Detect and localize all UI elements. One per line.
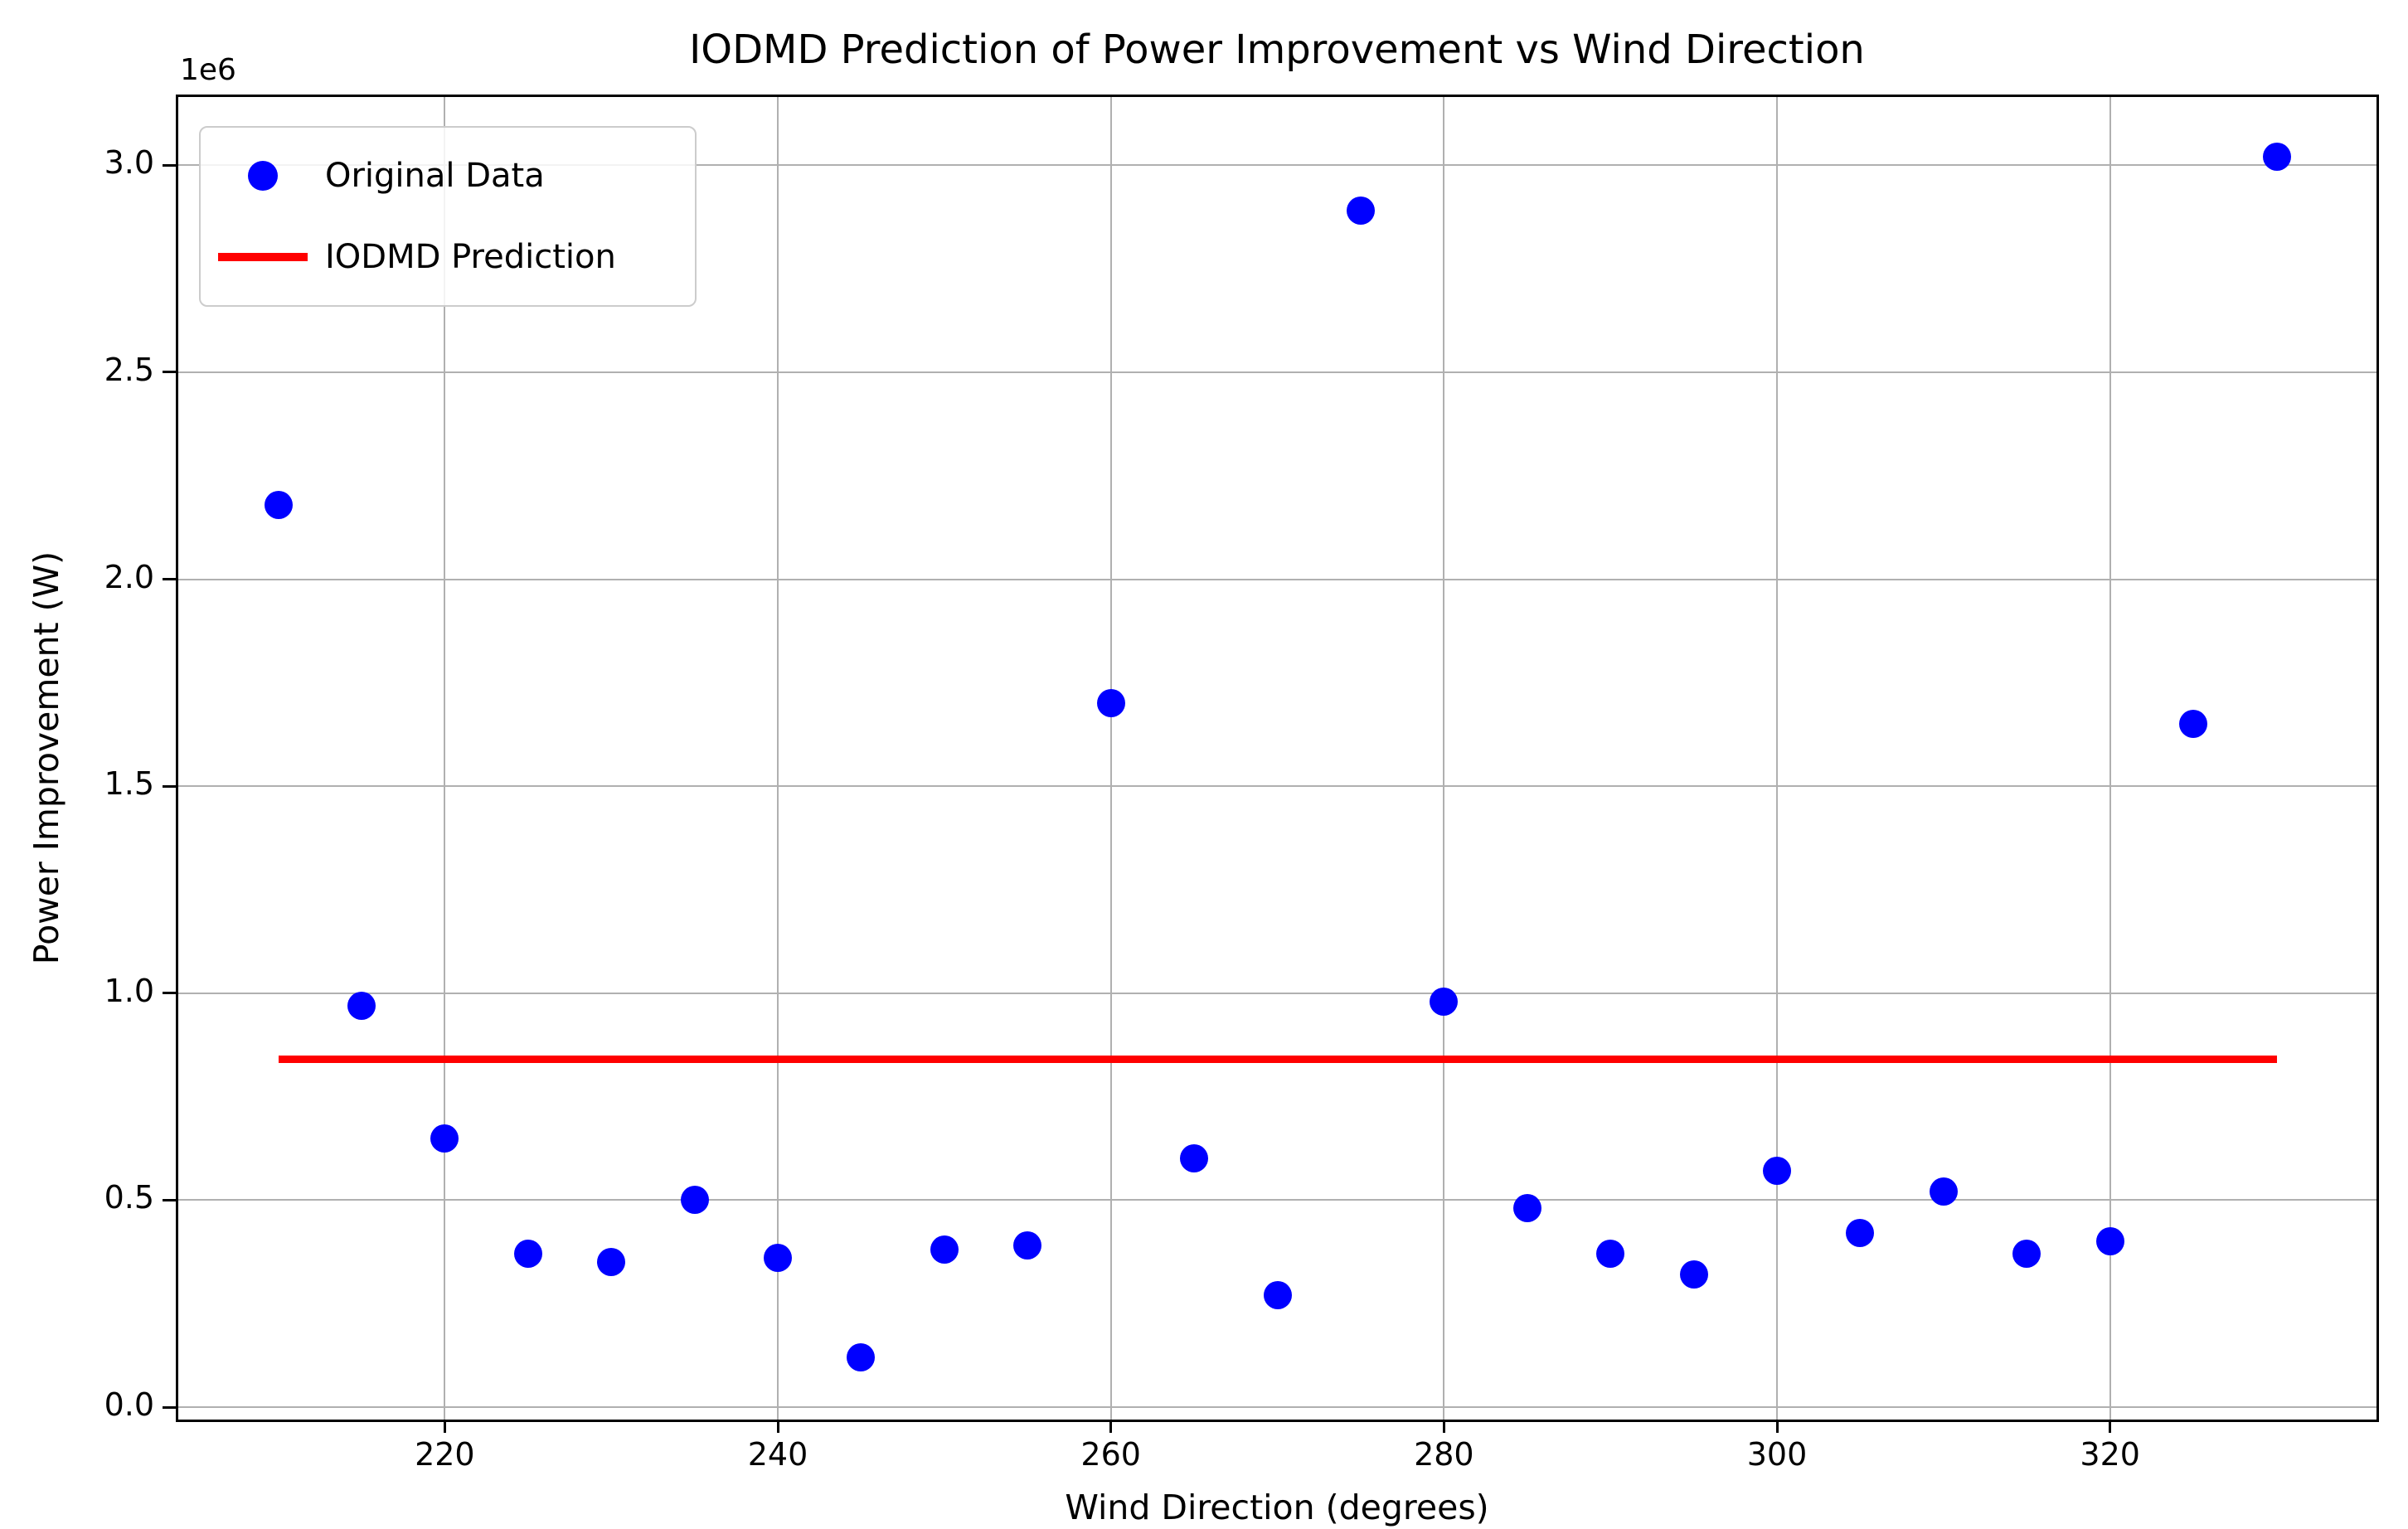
x-tick-label: 320 <box>2080 1436 2140 1473</box>
data-point <box>513 1240 542 1269</box>
y-tick-mark <box>163 1405 176 1409</box>
x-gridline <box>1443 97 1445 1420</box>
y-tick-mark <box>163 784 176 788</box>
legend-entry-iodmd-prediction: IODMD Prediction <box>201 219 695 295</box>
x-gridline <box>444 97 446 1420</box>
x-tick-mark <box>443 1420 446 1433</box>
left-axis-spine <box>176 95 178 1422</box>
legend-marker-box <box>201 253 325 261</box>
y-tick-mark <box>163 578 176 581</box>
data-point <box>1763 1157 1791 1186</box>
data-point <box>347 991 376 1020</box>
scatter-marker-icon <box>248 161 278 191</box>
y-axis-offset-text: 1e6 <box>180 53 236 87</box>
data-point <box>1512 1194 1541 1223</box>
data-point <box>1263 1281 1292 1310</box>
x-gridline <box>2109 97 2111 1420</box>
data-point <box>264 490 293 519</box>
data-point <box>1679 1260 1708 1289</box>
x-tick-mark <box>1775 1420 1779 1433</box>
data-point <box>597 1248 626 1277</box>
data-point <box>764 1244 792 1273</box>
data-point <box>2095 1227 2124 1256</box>
x-tick-mark <box>2109 1420 2112 1433</box>
x-tick-label: 260 <box>1080 1436 1141 1473</box>
legend-label: IODMD Prediction <box>325 238 616 276</box>
y-gridline <box>178 1199 2376 1201</box>
data-point <box>1346 197 1375 226</box>
data-point <box>2262 143 2291 172</box>
y-gridline <box>178 371 2376 373</box>
x-tick-label: 240 <box>747 1436 808 1473</box>
x-tick-mark <box>776 1420 779 1433</box>
y-gridline <box>178 785 2376 788</box>
x-tick-label: 220 <box>415 1436 475 1473</box>
y-tick-mark <box>163 1198 176 1201</box>
x-tick-label: 300 <box>1746 1436 1808 1473</box>
line-marker-icon <box>218 253 308 261</box>
y-gridline <box>178 164 2376 167</box>
legend-marker-box <box>201 161 325 191</box>
x-gridline <box>777 97 779 1420</box>
x-axis-label: Wind Direction (degrees) <box>1065 1488 1489 1527</box>
y-tick-mark <box>163 992 176 995</box>
prediction-line <box>278 1056 2277 1064</box>
x-gridline <box>1776 97 1778 1420</box>
y-tick-mark <box>163 163 176 167</box>
x-tick-mark <box>1109 1420 1113 1433</box>
y-gridline <box>178 1406 2376 1409</box>
y-tick-label: 0.5 <box>104 1179 154 1216</box>
right-axis-spine <box>2376 95 2379 1422</box>
legend-entry-original-data: Original Data <box>201 138 695 214</box>
plot-area <box>178 97 2376 1420</box>
data-point <box>1929 1177 1958 1206</box>
data-point <box>1596 1240 1625 1269</box>
y-axis-label: Power Improvement (W) <box>27 551 66 965</box>
legend-label: Original Data <box>325 157 545 195</box>
data-point <box>430 1124 459 1153</box>
y-tick-label: 3.0 <box>104 144 154 182</box>
x-tick-mark <box>1442 1420 1445 1433</box>
data-point <box>1430 987 1459 1016</box>
y-gridline <box>178 992 2376 994</box>
x-tick-label: 280 <box>1414 1436 1474 1473</box>
data-point <box>1096 689 1125 718</box>
bottom-axis-spine <box>176 1420 2379 1422</box>
top-axis-spine <box>176 95 2379 97</box>
data-point <box>847 1343 876 1372</box>
x-gridline <box>1109 97 1112 1420</box>
y-gridline <box>178 578 2376 580</box>
y-tick-label: 2.5 <box>104 351 154 388</box>
y-tick-label: 1.5 <box>104 765 154 803</box>
y-tick-label: 1.0 <box>104 972 154 1009</box>
y-tick-label: 0.0 <box>104 1386 154 1424</box>
data-point <box>680 1186 709 1215</box>
data-point <box>2179 710 2208 739</box>
legend: Original Data IODMD Prediction <box>199 126 697 307</box>
data-point <box>1180 1144 1209 1173</box>
data-point <box>1013 1231 1042 1260</box>
data-point <box>2012 1240 2041 1269</box>
chart-title: IODMD Prediction of Power Improvement vs… <box>689 27 1865 73</box>
y-tick-label: 2.0 <box>104 558 154 595</box>
y-tick-mark <box>163 371 176 374</box>
data-point <box>1846 1219 1875 1248</box>
data-point <box>930 1235 959 1264</box>
